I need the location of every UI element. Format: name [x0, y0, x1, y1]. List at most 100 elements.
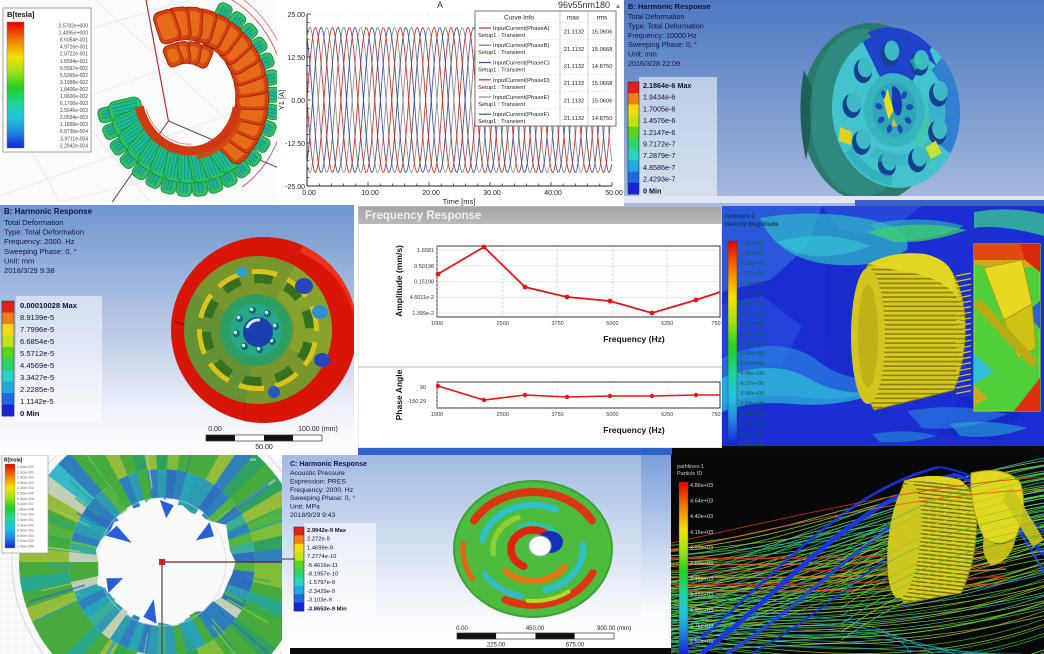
svg-text:3.0xxe-001: 3.0xxe-001: [17, 518, 34, 522]
svg-text:4.64e+03: 4.64e+03: [690, 499, 713, 505]
svg-text:0 Min: 0 Min: [643, 186, 661, 195]
svg-text:contours-2: contours-2: [724, 214, 756, 220]
svg-text:rms: rms: [597, 15, 609, 22]
svg-text:-3.8653e-9 Min: -3.8653e-9 Min: [307, 606, 347, 612]
svg-text:450.00: 450.00: [526, 626, 545, 632]
svg-text:InputCurrent(PhaseF): InputCurrent(PhaseF): [493, 112, 549, 118]
svg-text:3750: 3750: [551, 321, 563, 327]
svg-text:Frequency: 2000. Hz: Frequency: 2000. Hz: [290, 487, 354, 494]
svg-text:B[tesla]: B[tesla]: [4, 458, 23, 464]
svg-text:Curve Info: Curve Info: [504, 15, 534, 22]
svg-text:5.6xxe-003: 5.6xxe-003: [17, 529, 34, 533]
svg-text:7.82e+00: 7.82e+00: [740, 331, 764, 337]
svg-text:-8.1957e-10: -8.1957e-10: [307, 572, 338, 578]
svg-text:1.5xxe-006: 1.5xxe-006: [17, 545, 34, 549]
svg-text:Time [ms]: Time [ms]: [443, 197, 476, 206]
svg-text:2018/3/29 9:38: 2018/3/29 9:38: [4, 266, 55, 275]
svg-text:6.8xxe-006: 6.8xxe-006: [17, 497, 34, 501]
svg-text:■■: ■■: [250, 457, 256, 463]
svg-text:15.0668: 15.0668: [592, 81, 613, 87]
svg-text:1.6581: 1.6581: [417, 248, 434, 254]
svg-text:4.16e+03: 4.16e+03: [690, 530, 713, 536]
svg-text:1.42e+01: 1.42e+01: [740, 241, 764, 247]
svg-text:Unit: mm: Unit: mm: [4, 256, 34, 265]
svg-text:9.24e+00: 9.24e+00: [740, 311, 764, 317]
svg-text:Acoustic Pressure: Acoustic Pressure: [290, 470, 345, 477]
svg-text:1.35e+01: 1.35e+01: [740, 251, 764, 257]
svg-text:15.0668: 15.0668: [592, 47, 613, 53]
svg-text:3.9xxe-003: 3.9xxe-003: [17, 481, 34, 485]
svg-text:1.3xxe-001: 1.3xxe-001: [17, 470, 34, 474]
svg-text:3.22e+03: 3.22e+03: [690, 592, 713, 598]
svg-text:750: 750: [711, 321, 720, 327]
svg-text:5.5365e-002: 5.5365e-002: [60, 73, 88, 79]
svg-text:2.272e-9: 2.272e-9: [307, 537, 330, 543]
svg-text:3750: 3750: [551, 412, 563, 418]
svg-text:Setup1 : Transient: Setup1 : Transient: [478, 50, 525, 56]
svg-text:6.9xxe-004: 6.9xxe-004: [17, 534, 34, 538]
svg-text:2.2942e-004: 2.2942e-004: [60, 143, 88, 149]
svg-text:-25.00: -25.00: [285, 184, 305, 191]
svg-text:6.1700e-003: 6.1700e-003: [60, 101, 88, 107]
svg-text:0.00: 0.00: [291, 98, 305, 105]
svg-text:Frequency (Hz): Frequency (Hz): [603, 425, 665, 435]
svg-text:0.1xxe-007: 0.1xxe-007: [17, 502, 34, 506]
svg-text:20.00: 20.00: [422, 190, 440, 197]
svg-text:1.07e+01: 1.07e+01: [740, 291, 764, 297]
svg-text:-12.50: -12.50: [285, 141, 305, 148]
svg-text:7.2879e-7: 7.2879e-7: [643, 151, 675, 160]
svg-text:50.00: 50.00: [255, 444, 273, 451]
svg-text:1.6594e-001: 1.6594e-001: [60, 59, 88, 65]
svg-text:-1.5797e-9: -1.5797e-9: [307, 580, 335, 586]
svg-text:Unit: MPa: Unit: MPa: [290, 504, 320, 511]
svg-text:1.9434e-6: 1.9434e-6: [643, 93, 675, 102]
svg-text:21.1132: 21.1132: [564, 30, 585, 36]
svg-text:0.2xxe-005: 0.2xxe-005: [17, 539, 34, 543]
svg-text:1.7005e-6: 1.7005e-6: [643, 104, 675, 113]
svg-text:2.6xxe-002: 2.6xxe-002: [17, 476, 34, 480]
svg-text:225.00: 225.00: [487, 643, 506, 649]
svg-text:2.2285e-5: 2.2285e-5: [20, 385, 54, 394]
svg-text:6.40e+00: 6.40e+00: [740, 351, 764, 357]
svg-text:90: 90: [420, 385, 426, 391]
svg-text:9.96e+00: 9.96e+00: [740, 301, 764, 307]
svg-text:1.14e+01: 1.14e+01: [740, 281, 764, 287]
svg-text:10.00: 10.00: [361, 190, 379, 197]
svg-text:Frequency (Hz): Frequency (Hz): [603, 334, 665, 344]
svg-text:-150.29: -150.29: [407, 399, 426, 405]
svg-text:4.4569e-5: 4.4569e-5: [20, 361, 54, 370]
svg-text:4.27e+00: 4.27e+00: [740, 381, 764, 387]
svg-text:1.21e+01: 1.21e+01: [740, 271, 764, 277]
svg-text:12.50: 12.50: [287, 55, 305, 62]
svg-text:InputCurrent(PhaseD): InputCurrent(PhaseD): [493, 78, 550, 84]
svg-text:96v55nm180: 96v55nm180: [558, 0, 610, 10]
svg-text:4.40e+03: 4.40e+03: [690, 514, 713, 520]
svg-text:0.00: 0.00: [208, 426, 222, 433]
svg-text:7.11e+00: 7.11e+00: [740, 341, 764, 347]
svg-text:-5.4616e-11: -5.4616e-11: [307, 563, 338, 569]
svg-text:Setup1 : Transient: Setup1 : Transient: [478, 33, 525, 39]
svg-text:1000: 1000: [431, 412, 443, 418]
svg-text:2.1864e-6 Max: 2.1864e-6 Max: [643, 81, 691, 90]
svg-text:9.5567e-002: 9.5567e-002: [60, 66, 88, 72]
svg-text:2018/9/29 9:43: 2018/9/29 9:43: [290, 512, 336, 519]
svg-text:1.28e+01: 1.28e+01: [740, 261, 764, 267]
svg-text:Amplitude (mm/s): Amplitude (mm/s): [394, 245, 404, 317]
svg-text:4.9716e-001: 4.9716e-001: [60, 45, 88, 51]
svg-text:1.0600e-002: 1.0600e-002: [60, 94, 88, 100]
svg-text:B: Harmonic Response: B: Harmonic Response: [4, 207, 93, 216]
svg-text:2.84e+00: 2.84e+00: [740, 401, 764, 407]
svg-text:Setup1 : Transient: Setup1 : Transient: [478, 102, 525, 108]
svg-text:2.5782e+000: 2.5782e+000: [59, 24, 89, 30]
svg-text:Phase Angle: Phase Angle: [394, 369, 404, 420]
svg-text:21.1132: 21.1132: [564, 81, 585, 87]
svg-text:900.00 (mm): 900.00 (mm): [597, 626, 631, 632]
svg-text:40.00: 40.00: [544, 190, 562, 197]
svg-text:2.99e+03: 2.99e+03: [690, 608, 713, 614]
svg-text:6.8736e-004: 6.8736e-004: [60, 129, 88, 135]
svg-text:Particle ID: Particle ID: [677, 471, 702, 477]
svg-text:1.4699e-9: 1.4699e-9: [307, 545, 333, 551]
svg-text:2.4293e-7: 2.4293e-7: [643, 175, 675, 184]
svg-text:2.13e+00: 2.13e+00: [740, 411, 764, 417]
svg-text:5000: 5000: [606, 412, 618, 418]
